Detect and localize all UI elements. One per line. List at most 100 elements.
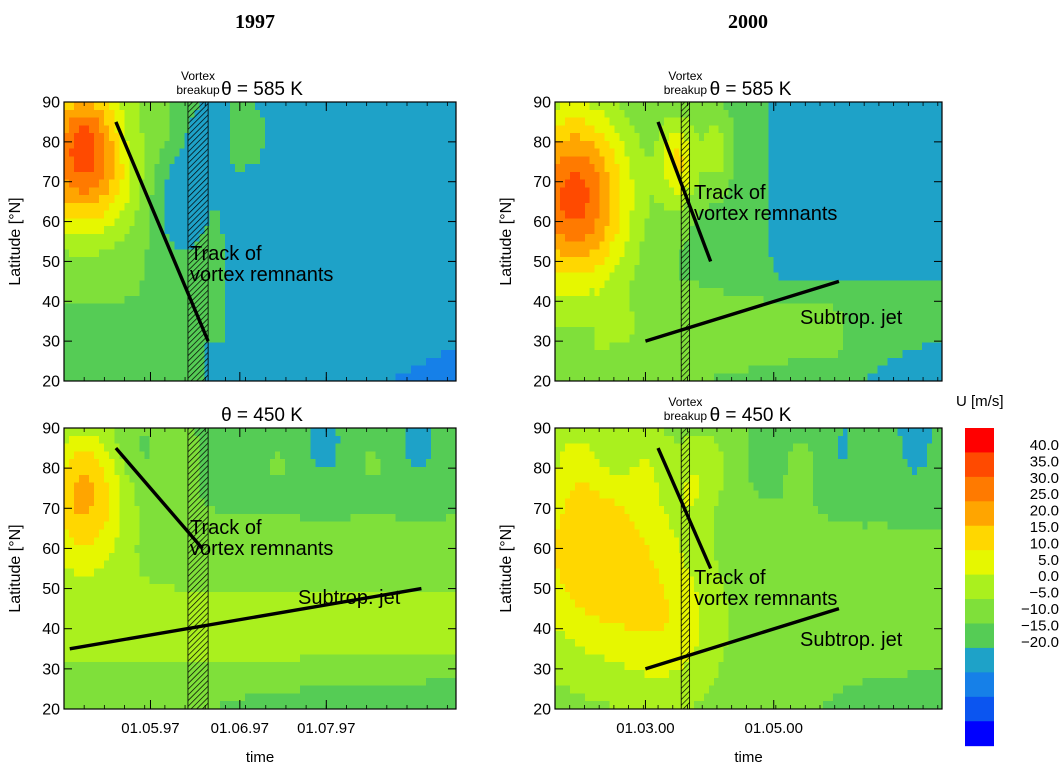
heatmap-cell xyxy=(450,272,456,281)
heatmap-cell xyxy=(69,342,75,351)
heatmap-cell xyxy=(783,295,789,305)
heatmap-cell xyxy=(574,140,581,150)
heatmap-cell xyxy=(385,109,392,119)
heatmap-cell xyxy=(768,171,774,181)
heatmap-cell xyxy=(270,133,276,142)
heatmap-cell xyxy=(99,164,105,173)
heatmap-cell xyxy=(808,226,814,235)
heatmap-cell xyxy=(260,117,266,126)
heatmap-cell xyxy=(375,233,382,243)
heatmap-cell xyxy=(310,350,316,359)
heatmap-cell xyxy=(832,311,839,320)
heatmap-cell xyxy=(179,303,186,312)
heatmap-cell xyxy=(822,311,829,320)
heatmap-cell xyxy=(609,295,616,305)
heatmap-cell xyxy=(169,319,176,328)
heatmap-cell xyxy=(808,257,814,266)
heatmap-cell xyxy=(420,140,427,150)
heatmap-cell xyxy=(733,357,740,367)
heatmap-cell xyxy=(350,365,357,374)
heatmap-cell xyxy=(639,311,645,320)
heatmap-cell xyxy=(564,133,571,142)
heatmap-cell xyxy=(119,218,125,227)
heatmap-cell xyxy=(260,311,266,320)
heatmap-cell xyxy=(440,241,447,250)
heatmap-cell xyxy=(589,319,596,328)
heatmap-cell xyxy=(654,288,660,297)
heatmap-cell xyxy=(109,373,115,381)
heatmap-cell xyxy=(832,125,839,134)
heatmap-cell xyxy=(584,249,591,258)
heatmap-cell xyxy=(778,171,784,181)
heatmap-cell xyxy=(589,264,596,274)
heatmap-cell xyxy=(574,257,581,266)
heatmap-cell xyxy=(224,218,231,227)
heatmap-cell xyxy=(390,365,397,374)
heatmap-cell xyxy=(837,342,844,351)
heatmap-cell xyxy=(179,102,186,111)
heatmap-cell xyxy=(778,288,784,297)
heatmap-cell xyxy=(159,102,166,111)
heatmap-cell xyxy=(79,210,85,219)
heatmap-cell xyxy=(330,187,336,196)
heatmap-cell xyxy=(599,233,606,243)
heatmap-cell xyxy=(629,148,635,157)
heatmap-cell xyxy=(285,125,291,134)
heatmap-cell xyxy=(209,117,216,126)
heatmap-cell xyxy=(84,326,90,336)
heatmap-cell xyxy=(649,164,655,173)
heatmap-cell xyxy=(753,195,760,204)
heatmap-cell xyxy=(69,365,75,374)
heatmap-cell xyxy=(270,373,276,381)
heatmap-cell xyxy=(822,102,829,111)
heatmap-cell xyxy=(733,326,740,336)
heatmap-cell xyxy=(149,373,156,381)
heatmap-cell xyxy=(803,334,809,343)
heatmap-cell xyxy=(768,202,774,212)
heatmap-cell xyxy=(64,350,70,359)
heatmap-cell xyxy=(654,218,660,227)
heatmap-cell xyxy=(114,311,120,320)
heatmap-cell xyxy=(219,264,226,274)
heatmap-cell xyxy=(555,288,561,297)
heatmap-cell xyxy=(664,133,670,142)
heatmap-cell xyxy=(644,109,650,119)
heatmap-cell xyxy=(330,365,336,374)
heatmap-cell xyxy=(555,241,561,250)
heatmap-cell xyxy=(104,272,110,281)
heatmap-cell xyxy=(688,249,695,258)
heatmap-cell xyxy=(375,133,382,142)
heatmap-cell xyxy=(405,102,412,111)
heatmap-cell xyxy=(74,326,80,336)
heatmap-cell xyxy=(84,202,90,212)
heatmap-cell xyxy=(604,218,611,227)
heatmap-cell xyxy=(798,117,804,126)
heatmap-cell xyxy=(244,257,251,266)
heatmap-cell xyxy=(300,257,306,266)
heatmap-cell xyxy=(310,303,316,312)
heatmap-cell xyxy=(555,109,561,119)
heatmap-cell xyxy=(144,218,151,227)
heatmap-cell xyxy=(119,233,125,243)
heatmap-cell xyxy=(305,125,311,134)
heatmap-cell xyxy=(639,140,645,150)
heatmap-cell xyxy=(817,311,824,320)
heatmap-cell xyxy=(669,210,675,219)
heatmap-cell xyxy=(703,140,710,150)
heatmap-cell xyxy=(99,210,105,219)
heatmap-cell xyxy=(315,156,321,165)
heatmap-cell xyxy=(614,272,621,281)
heatmap-cell xyxy=(758,133,764,142)
heatmap-cell xyxy=(410,241,417,250)
heatmap-cell xyxy=(808,233,814,243)
heatmap-cell xyxy=(733,264,740,274)
heatmap-cell xyxy=(654,102,660,111)
heatmap-cell xyxy=(315,357,321,367)
heatmap-cell xyxy=(420,218,427,227)
heatmap-cell xyxy=(415,187,422,196)
heatmap-cell xyxy=(234,257,241,266)
heatmap-cell xyxy=(674,202,680,212)
heatmap-cell xyxy=(773,187,779,196)
heatmap-cell xyxy=(355,280,362,289)
heatmap-cell xyxy=(184,133,191,142)
